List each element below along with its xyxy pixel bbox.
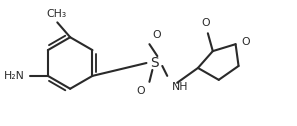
Text: O: O — [137, 86, 146, 96]
Text: CH₃: CH₃ — [46, 9, 66, 19]
Text: NH: NH — [172, 82, 189, 92]
Text: O: O — [202, 18, 210, 28]
Text: O: O — [152, 30, 161, 40]
Text: O: O — [241, 37, 250, 47]
Text: H₂N: H₂N — [4, 71, 25, 81]
Text: S: S — [150, 56, 159, 70]
